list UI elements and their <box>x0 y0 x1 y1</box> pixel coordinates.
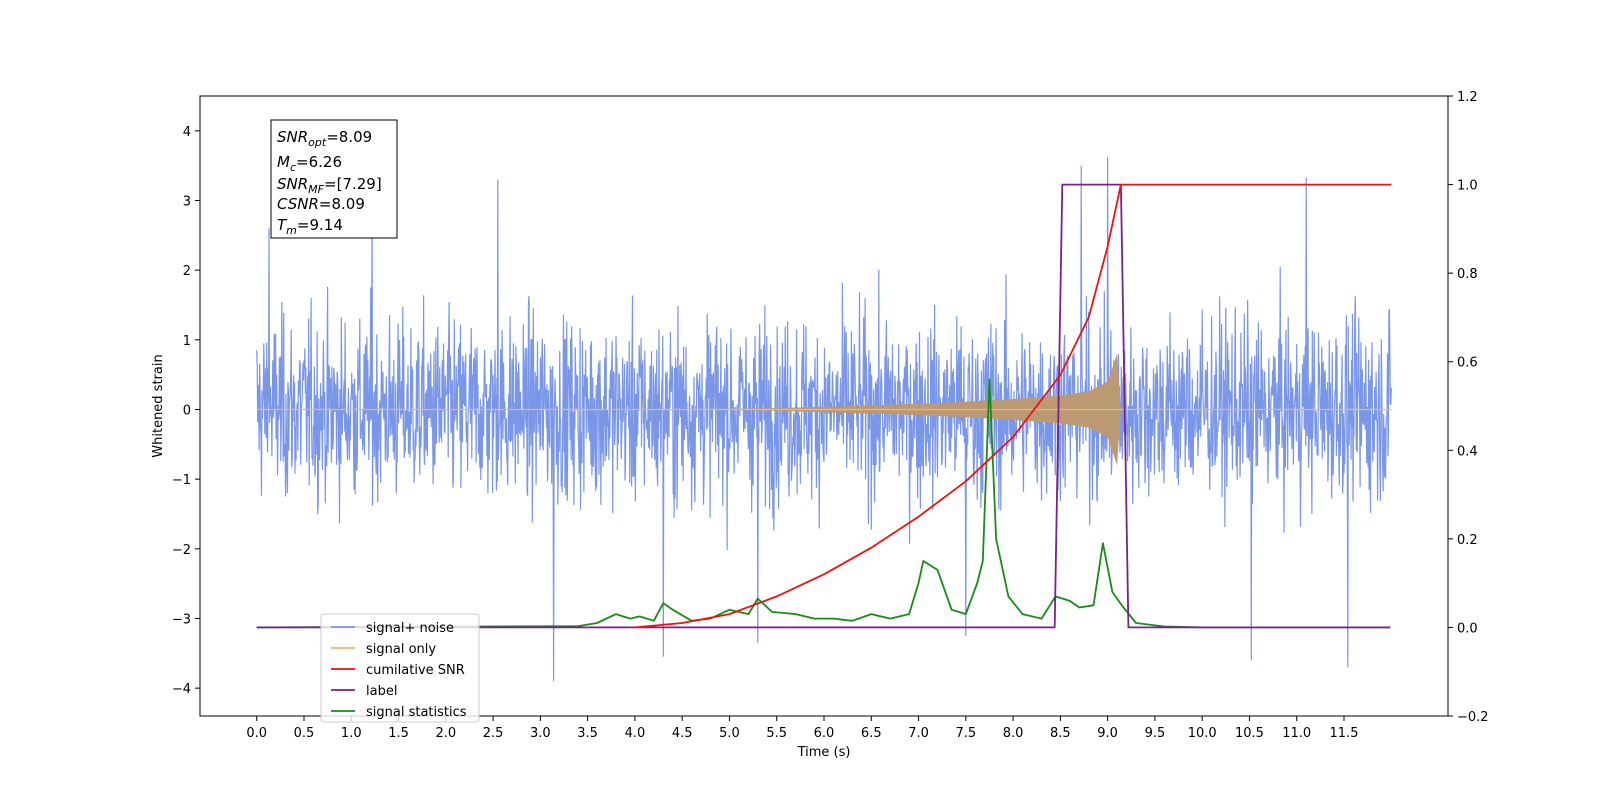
x-tick-label: 5.5 <box>766 726 787 741</box>
noise-series <box>256 157 1392 682</box>
x-tick-label: 7.0 <box>908 726 929 741</box>
y-tick-label: −1 <box>172 473 191 488</box>
y2-tick-label: 0.2 <box>1457 533 1478 548</box>
legend-label: cumilative SNR <box>366 663 465 678</box>
y2-tick-label: 0.6 <box>1457 356 1478 371</box>
x-axis-ticks: 0.0 0.5 1.0 1.5 2.0 2.5 3.0 3.5 4.0 4.5 5.0 5.5 6.0 6… <box>246 716 1358 741</box>
y-tick-label: −2 <box>172 543 191 558</box>
legend-label: signal+ noise <box>366 621 454 636</box>
info-line: SNRMF=[7.29] <box>277 175 382 196</box>
info-box-frame <box>270 119 398 239</box>
x-tick-label: 11.5 <box>1330 726 1359 741</box>
x-tick-label: 9.0 <box>1097 726 1118 741</box>
y-tick-label: 1 <box>183 334 191 349</box>
legend-frame <box>320 613 480 723</box>
right-axis-series <box>256 183 1392 629</box>
x-tick-label: 8.5 <box>1050 726 1071 741</box>
x-tick-label: 0.0 <box>246 726 267 741</box>
x-tick-label: 6.5 <box>861 726 882 741</box>
signal-only-series <box>256 353 1392 466</box>
x-tick-label: 2.5 <box>483 726 504 741</box>
x-axis-label: Time (s) <box>797 745 851 760</box>
x-tick-label: 4.5 <box>672 726 693 741</box>
series-signal-statistics-line <box>256 378 1391 629</box>
x-tick-label: 2.0 <box>435 726 456 741</box>
x-tick-label: 10.0 <box>1188 726 1217 741</box>
x-tick-label: 1.0 <box>341 726 362 741</box>
y-tick-label: 3 <box>183 194 191 209</box>
x-tick-label: 5.0 <box>719 726 740 741</box>
info-line: Tm=9.14 <box>277 216 343 237</box>
y-axis-label: Whitened strain <box>151 354 166 457</box>
y2-tick-label: 1.2 <box>1457 90 1478 105</box>
info-line: SNRopt=8.09 <box>277 128 372 149</box>
y-tick-label: 4 <box>183 125 191 140</box>
y-axis-ticks: −4 −3 −2 −1 0 1 2 3 4 <box>172 125 200 697</box>
x-tick-label: 7.5 <box>955 726 976 741</box>
series-cumulative-snr-line <box>634 183 1392 629</box>
series-label-line <box>256 183 1391 629</box>
y2-tick-label: 0.0 <box>1457 621 1478 636</box>
y2-tick-label: 0.8 <box>1457 267 1478 282</box>
series-signal-noise-line <box>256 157 1392 682</box>
legend: signal+ noise signal only cumilative SNR la… <box>320 613 480 723</box>
legend-label: label <box>366 684 397 699</box>
x-tick-label: 0.5 <box>294 726 315 741</box>
x-tick-label: 9.5 <box>1145 726 1166 741</box>
y2-tick-label: −0.2 <box>1457 710 1489 725</box>
x-tick-label: 11.0 <box>1282 726 1311 741</box>
legend-label: signal statistics <box>366 705 467 720</box>
y-tick-label: −3 <box>172 612 191 627</box>
y2-tick-label: 1.0 <box>1457 179 1478 194</box>
y-tick-label: −4 <box>172 682 191 697</box>
x-tick-label: 6.0 <box>814 726 835 741</box>
x-tick-label: 1.5 <box>388 726 409 741</box>
legend-label: signal only <box>366 642 436 657</box>
y2-tick-label: 0.4 <box>1457 444 1478 459</box>
y2-axis-ticks: −0.2 0.0 0.2 0.4 0.6 0.8 1.0 1.2 <box>1448 90 1489 725</box>
info-line: Mc=6.26 <box>277 153 342 174</box>
x-tick-label: 10.5 <box>1235 726 1264 741</box>
y-tick-label: 2 <box>183 264 191 279</box>
info-line: CSNR=8.09 <box>277 195 365 213</box>
y-tick-label: 0 <box>183 403 191 418</box>
x-tick-label: 3.5 <box>577 726 598 741</box>
x-tick-label: 8.0 <box>1003 726 1024 741</box>
x-tick-label: 3.0 <box>530 726 551 741</box>
x-tick-label: 4.0 <box>625 726 646 741</box>
